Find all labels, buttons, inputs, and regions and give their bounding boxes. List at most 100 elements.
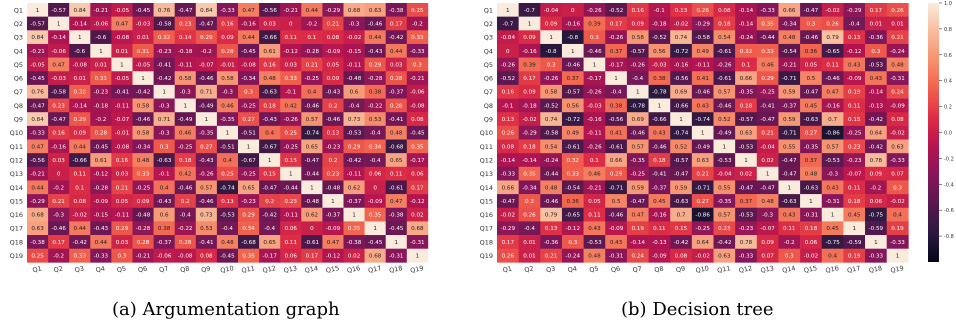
heatmap-a-cell-label: 0.44 [31,185,44,191]
heatmap-a-x-tick-label: Q4 [95,265,106,275]
heatmap-a-cell-label: -0.2 [412,21,423,27]
heatmap-b-cell [518,153,541,168]
heatmap-b-cell [605,112,628,127]
heatmap-a-cell-label: 0.35 [411,144,424,150]
heatmap-a-cell [364,235,386,249]
heatmap-a-cell-label: -0.45 [389,226,404,232]
heatmap-b-cell-label: 1 [896,254,900,260]
heatmap-b-cell [605,180,628,195]
heatmap-a-cell-label: -0.2 [53,254,64,260]
heatmap-a-cell-label: 0.1 [75,185,84,191]
heatmap-a-cell-label: 0.33 [74,254,87,260]
heatmap-a-cell-label: -0.25 [136,185,151,191]
heatmap-a-cell-label: 0.2 [265,199,274,205]
heatmap-b-cell [648,248,671,263]
heatmap-a-cell [132,139,154,154]
heatmap-a-cell-label: -0.74 [305,131,320,137]
heatmap-a-cell-label: 0.08 [327,35,340,41]
heatmap-a-cell-label: 0.63 [31,226,44,232]
heatmap-a-cell-label: 0.32 [74,90,86,96]
heatmap-a-cell [69,139,91,154]
heatmap-a-cell-label: -0.06 [157,254,172,260]
heatmap-b-cell [518,221,541,236]
heatmap-a-cell-label: -0.37 [347,199,362,205]
heatmap-b-cell-label: 0.32 [567,158,579,164]
heatmap-a-cell-label: -0.6 [74,49,85,55]
heatmap-a-cell [174,235,197,249]
heatmap-a-cell-label: -0.3 [180,90,191,96]
heatmap-b-cell [713,139,736,154]
caption-argumentation-graph: (a) Argumentation graph [112,299,340,320]
heatmap-a-cell [322,180,344,195]
heatmap-a-cell-label: -0.25 [305,76,320,82]
heatmap-a-cell-label: 0.44 [306,8,319,14]
heatmap-a-cell-label: -0.12 [326,254,340,260]
heatmap-a-cell-label: 0.61 [263,49,276,55]
heatmap-a-cell [132,194,154,209]
heatmap-b-cell [735,194,758,209]
heatmap-a-cell [280,84,302,99]
heatmap-b-y-tick-label: Q5 [484,61,493,69]
heatmap-b-x-tick-label: Q7 [632,265,643,275]
heatmap-b-cell-label: -0.26 [717,62,732,68]
heatmap-b-cell [540,153,563,168]
heatmap-a-cell-label: 0.21 [52,199,65,205]
heatmap-b-cell-label: 0.49 [696,49,709,55]
heatmap-b-cell-label: -0.33 [760,8,775,14]
heatmap-b-cell [583,84,606,99]
heatmap-a-cell-label: -0.56 [262,8,277,14]
heatmap-a-cell-label: -0.09 [326,226,341,232]
heatmap-b-cell [626,180,649,195]
heatmap-a-cell-label: -0.67 [262,144,277,150]
heatmap-b-cell-label: -0.24 [566,254,581,260]
heatmap-a-cell-label: -0.08 [115,144,130,150]
heatmap-b-cell [648,207,671,222]
heatmap-b-cell-label: -0.46 [630,131,645,137]
heatmap-a-cell-label: 0.47 [31,144,44,150]
heatmap-a-cell [90,207,112,222]
heatmap-a-cell [153,71,175,86]
heatmap-b-cell-label: -0.16 [674,62,689,68]
heatmap-b-cell-label: -0.53 [869,62,884,68]
heatmap-a-cell-label: -0.37 [326,213,341,219]
heatmap-a-cell-label: -0.25 [241,172,256,178]
heatmap-a-cell [90,112,112,127]
heatmap-b-cell [865,248,887,263]
heatmap-b-x-tick-label: Q18 [868,264,883,275]
heatmap-a-cell-label: 0 [57,172,61,178]
heatmap-a-cell [69,57,91,72]
heatmap-b-cell [821,98,844,113]
heatmap-a-cell [385,84,408,99]
heatmap-a-cell [301,125,323,140]
heatmap-b-cell [497,235,519,249]
heatmap-a-cell-label: 0.58 [221,76,234,82]
heatmap-a-cell-label: 0.53 [369,117,382,123]
heatmap-b-cell-label: -0.71 [695,185,710,191]
heatmap-a-cell [322,139,344,154]
heatmap-b-cell-label: -0.54 [782,49,797,55]
heatmap-b-cell [843,57,866,72]
heatmap-b-cell [497,30,519,45]
heatmap-a-x-tick-label: Q18 [388,264,403,275]
heatmap-b-cell-label: 0.38 [653,76,666,82]
heatmap-a-cell [385,166,408,181]
heatmap-a-cell-label: 0.44 [74,144,87,150]
heatmap-a-cell [385,112,408,127]
heatmap-b-cell-label: 1 [593,62,597,68]
heatmap-b-cell-label: 1 [679,117,683,123]
heatmap-b-cell-label: -0.71 [782,76,797,82]
heatmap-a-cell [343,43,365,58]
heatmap-a-cell [259,98,281,113]
heatmap-a-cell-label: -0.4 [180,213,191,219]
heatmap-b-cell-label: -0.61 [717,76,732,82]
heatmap-b-cell-label: 0.5 [806,76,815,82]
heatmap-b-cell [800,43,823,58]
heatmap-a-cell-label: 0.42 [179,172,191,178]
heatmap-a-cell-label: 0.16 [116,158,129,164]
heatmap-b-cell [735,98,758,113]
heatmap-a-cell [301,16,323,31]
heatmap-a-cell [153,139,175,154]
heatmap-a-cell-label: -0.43 [157,199,172,205]
heatmap-b-cell-label: 0.15 [848,117,861,123]
heatmap-a-cell [364,166,386,181]
